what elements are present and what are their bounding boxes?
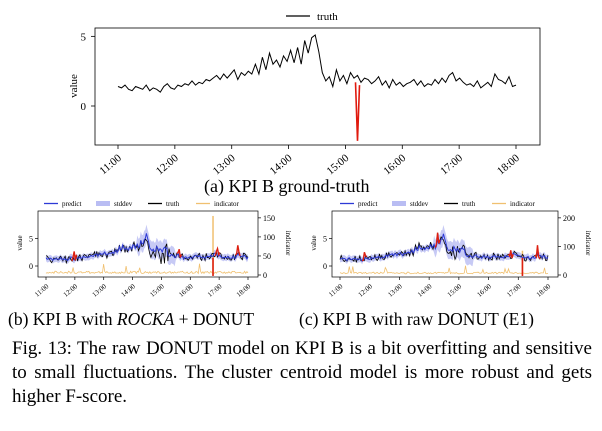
- legend-predict-label: predict: [358, 200, 377, 208]
- figure-caption: Fig. 13: The raw DONUT model on KPI B is…: [12, 337, 592, 409]
- y2-tick-label: 100: [263, 233, 275, 242]
- y-tick-label: 0: [29, 262, 33, 271]
- caption-c: (c) KPI B with raw DONUT (E1): [299, 309, 534, 329]
- x-tick-label: 18:00: [495, 152, 522, 178]
- anomaly-line: [356, 82, 360, 141]
- x-tick-label: 13:00: [91, 282, 109, 299]
- caption-b: (b) KPI B with ROCKA + DONUT: [8, 309, 254, 329]
- legend-truth-label: truth: [317, 11, 338, 23]
- x-tick-label: 11:00: [327, 282, 345, 299]
- y2-tick-label: 0: [563, 271, 567, 280]
- y2-tick-label: 150: [263, 214, 275, 223]
- x-tick-label: 14:00: [268, 152, 295, 178]
- x-tick-label: 17:00: [206, 282, 224, 299]
- y2-tick-label: 0: [263, 271, 267, 280]
- chart-a-ground-truth: truth 0 5 value 11:00 12:00 13:00 14:00 15:00 16:…: [0, 0, 602, 182]
- x-tick-label: 11:00: [97, 152, 124, 177]
- chart-c-raw-donut: predict stddev truth indicator 0 5 value 0 100 20…: [300, 197, 602, 309]
- caption-a: (a) KPI B ground-truth: [204, 176, 369, 196]
- legend-truth-label: truth: [462, 200, 476, 208]
- y2-axis-label: indicator: [584, 231, 592, 257]
- legend-predict-label: predict: [62, 200, 81, 208]
- legend-indicator-label: indicator: [214, 200, 240, 208]
- y-tick-label: 5: [323, 235, 327, 244]
- stddev-band: [46, 225, 248, 267]
- legend-indicator-label: indicator: [510, 200, 536, 208]
- legend-stddev-swatch: [96, 201, 110, 206]
- x-tick-label: 14:00: [416, 282, 434, 299]
- x-tick-label: 12:00: [357, 282, 375, 299]
- x-tick-label: 18:00: [535, 282, 553, 299]
- legend-stddev-swatch: [392, 201, 406, 206]
- y-tick-label: 5: [29, 235, 33, 244]
- y-axis-label: value: [68, 74, 80, 98]
- x-tick-label: 14:00: [119, 282, 137, 299]
- indicator-line: [340, 266, 548, 274]
- legend-stddev-label: stddev: [114, 200, 133, 208]
- legend-truth-label: truth: [166, 200, 180, 208]
- y-tick-label: 0: [81, 101, 87, 113]
- x-tick-label: 15:00: [324, 152, 351, 178]
- y-axis-label: value: [310, 235, 318, 250]
- x-tick-label: 15:00: [148, 282, 166, 299]
- x-tick-label: 17:00: [438, 152, 465, 178]
- x-tick-label: 18:00: [235, 282, 253, 299]
- x-tick-label: 12:00: [62, 282, 80, 299]
- y-tick-label: 5: [81, 31, 87, 43]
- x-tick-label: 16:00: [475, 282, 493, 299]
- chart-b-rocka-donut: predict stddev truth indicator 0 5 value 0 50 100…: [0, 197, 300, 309]
- x-tick-label: 17:00: [505, 282, 523, 299]
- y2-tick-label: 100: [563, 242, 575, 251]
- y-axis-label: value: [16, 235, 24, 250]
- y-tick-label: 0: [323, 262, 327, 271]
- y2-tick-label: 50: [263, 252, 271, 261]
- x-tick-label: 15:00: [446, 282, 464, 299]
- y2-axis-label: indicator: [284, 231, 292, 257]
- x-tick-label: 11:00: [33, 282, 51, 299]
- truth-line: [118, 35, 516, 92]
- y2-tick-label: 200: [563, 214, 575, 223]
- x-tick-label: 12:00: [154, 152, 181, 178]
- x-tick-label: 16:00: [381, 152, 408, 178]
- legend-stddev-label: stddev: [410, 200, 429, 208]
- indicator-line: [46, 264, 248, 274]
- x-tick-label: 13:00: [211, 152, 238, 178]
- x-tick-label: 13:00: [386, 282, 404, 299]
- x-tick-label: 16:00: [177, 282, 195, 299]
